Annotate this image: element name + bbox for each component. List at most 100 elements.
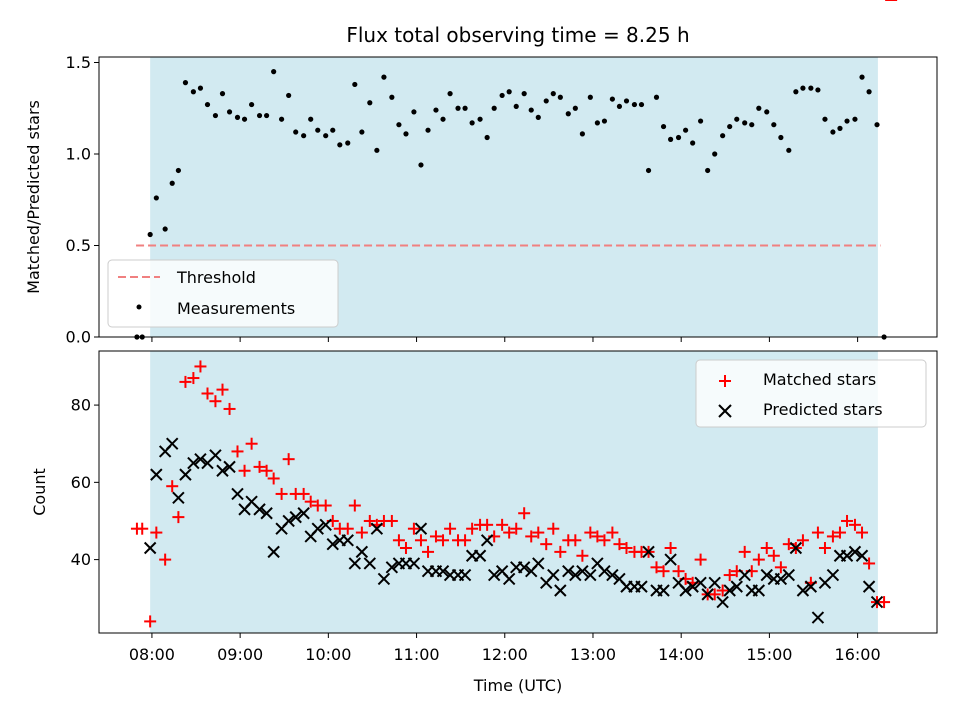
measurement-point	[278, 116, 285, 122]
predicted-star-point	[774, 572, 788, 586]
measurement-point	[153, 195, 159, 201]
measurement-point	[815, 87, 821, 93]
predicted-star-point	[289, 510, 302, 524]
measurement-point	[190, 89, 196, 95]
measurement-point	[756, 105, 762, 111]
matched-star-point	[708, 588, 721, 601]
ratio-y-axis-label: Matched/Predicted stars	[24, 100, 43, 294]
measurement-point	[764, 109, 770, 115]
measurement-point	[653, 94, 660, 100]
matched-star-point	[525, 530, 538, 543]
count-y-tick-label: 80	[71, 396, 91, 415]
predicted-star-point	[694, 576, 707, 589]
measurement-point	[484, 134, 490, 141]
matched-star-point	[672, 565, 685, 578]
measurement-point	[638, 101, 645, 108]
matched-star-point	[569, 534, 582, 547]
predicted-star-point	[584, 568, 597, 582]
measurement-point	[271, 69, 277, 75]
matched-star-point	[144, 615, 157, 628]
matched-star-point	[818, 542, 831, 555]
matched-star-point	[297, 487, 310, 500]
predicted-star-point	[686, 580, 699, 593]
predicted-star-point	[282, 514, 295, 528]
matched-star-point	[466, 522, 479, 535]
measurement-point	[352, 81, 358, 88]
matched-star-point	[716, 584, 729, 597]
matched-star-point	[238, 464, 251, 477]
predicted-star-point	[635, 580, 648, 593]
predicted-star-point	[253, 503, 266, 516]
measurement-point	[513, 103, 519, 110]
matched-star-point	[518, 507, 531, 520]
measurement-point	[521, 91, 527, 97]
predicted-star-point	[554, 584, 567, 597]
measurement-point	[301, 133, 307, 139]
ratio-y-tick-label: 0.5	[66, 236, 91, 255]
count-panel: 40 60 80 08:00 09:00 10:00 11:00 12:00 13:00 14:…	[30, 0, 938, 695]
matched-star-point	[304, 495, 317, 508]
predicted-star-point	[143, 541, 157, 555]
predicted-star-point	[657, 584, 670, 597]
count-y-axis-label: Count	[30, 468, 49, 516]
measurement-point	[286, 92, 292, 99]
matched-star-point	[848, 518, 861, 531]
measurement-point	[469, 120, 475, 126]
measurement-point	[219, 91, 226, 97]
matched-star-point	[319, 499, 332, 512]
measurement-point	[226, 109, 233, 115]
count-y-tick-label: 40	[71, 550, 91, 569]
matched-star-point	[738, 545, 751, 558]
measurement-point	[396, 122, 402, 128]
matched-star-point	[826, 530, 839, 543]
measurement-point	[535, 114, 541, 120]
measurement-point	[866, 89, 872, 95]
measurement-point	[308, 116, 314, 122]
measurement-point	[852, 116, 858, 122]
predicted-star-point	[826, 568, 840, 582]
predicted-star-point	[458, 568, 472, 582]
predicted-star-point	[231, 487, 244, 501]
measurement-point	[197, 85, 204, 91]
matched-star-point	[275, 487, 288, 500]
measurement-point	[601, 118, 608, 124]
x-tick-label: 13:00	[570, 645, 616, 664]
matched-star-point	[223, 402, 236, 415]
measurement-point	[256, 112, 263, 119]
predicted-star-point	[804, 580, 818, 593]
matched-star-point	[650, 561, 663, 574]
x-tick-label: 11:00	[394, 645, 440, 664]
predicted-star-point	[326, 537, 339, 551]
measurement-point	[837, 125, 843, 131]
x-tick-label: 10:00	[305, 645, 351, 664]
measurement-point	[778, 134, 784, 141]
matched-star-point	[414, 534, 427, 547]
matched-star-point	[399, 542, 412, 555]
predicted-star-point	[436, 564, 450, 578]
measurement-point	[381, 74, 387, 80]
predicted-star-point	[194, 452, 207, 466]
measurement-point	[749, 122, 755, 128]
measurement-point	[616, 103, 623, 110]
predicted-legend-swatch	[718, 404, 732, 418]
matched-star-point	[856, 526, 869, 539]
measurement-point	[727, 123, 733, 130]
predicted-star-point	[172, 491, 185, 505]
predicted-star-point	[487, 568, 501, 582]
ratio-panel: 0.0 0.5 1.0 1.5 Flux total observing time =…	[24, 23, 938, 347]
predicted-star-point	[569, 568, 582, 582]
predicted-star-point	[730, 580, 743, 593]
matched-star-point	[841, 514, 854, 527]
predicted-star-point	[517, 561, 531, 574]
measurement-point	[528, 107, 534, 113]
measurement-point	[389, 94, 395, 100]
measurement-point	[793, 89, 799, 95]
matched-star-point	[481, 518, 494, 531]
measurement-point	[477, 116, 483, 122]
predicted-star-point	[377, 572, 391, 586]
matched-star-point	[863, 557, 876, 570]
measurement-point	[147, 231, 153, 238]
matched-star-point	[407, 522, 420, 535]
predicted-star-point	[363, 557, 377, 570]
predicted-star-point	[716, 595, 729, 609]
